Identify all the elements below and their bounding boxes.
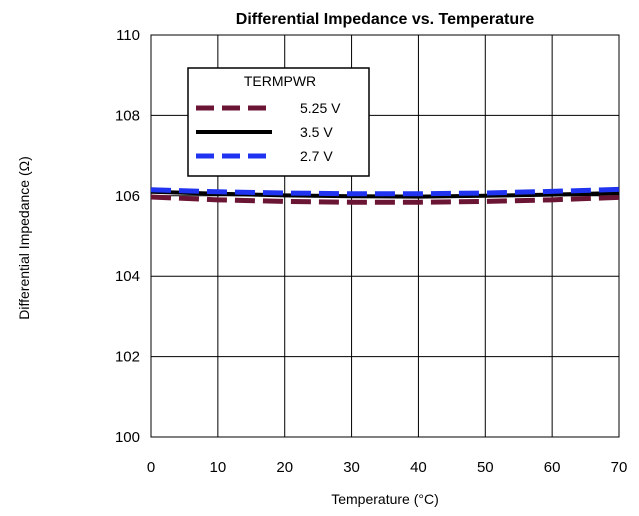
y-tick-label: 110 [116,27,140,44]
series-line-3-5-v [150,189,620,199]
y-tick-label: 102 [115,349,140,366]
x-tick-label: 60 [544,459,561,476]
legend: TERMPWR 5.25 V 3.5 V 2.7 V [187,67,370,177]
y-axis-label: Differential Impedance (Ω) [16,156,32,320]
x-axis-label: Temperature (°C) [331,491,439,507]
legend-label-3-5v: 3.5 V [300,124,333,140]
x-tick-label: 70 [611,459,628,476]
tick-labels: 0 10 20 30 40 50 60 70 100 102 104 106 108 110 [115,27,627,476]
legend-label-2-7v: 2.7 V [300,148,333,164]
series-line-2-7-v [150,186,620,197]
y-tick-label: 108 [115,107,140,124]
x-tick-label: 0 [147,459,155,476]
y-tick-label: 106 [115,188,140,205]
x-tick-label: 20 [276,459,293,476]
y-tick-label: 104 [115,268,140,285]
x-tick-label: 30 [343,459,360,476]
legend-label-5-25v: 5.25 V [300,100,341,116]
series-line-5-25-v [150,194,620,205]
x-tick-label: 40 [410,459,427,476]
plot-frame [150,34,620,438]
legend-title: TERMPWR [244,73,316,89]
series-layer [150,186,620,205]
y-tick-label: 100 [115,429,140,446]
x-tick-label: 10 [210,459,227,476]
x-tick-label: 50 [477,459,494,476]
legend-box [187,67,370,177]
chart-title: Differential Impedance vs. Temperature [236,11,535,28]
